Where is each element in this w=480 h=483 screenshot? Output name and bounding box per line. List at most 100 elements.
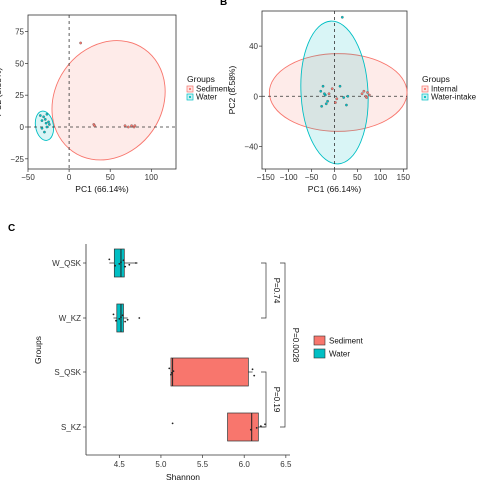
panel-c: C W_QSK W_KZ S_QSK S_KZ 4.5 5.0 5.5 6.0 6.5 Shanno… <box>8 223 364 482</box>
significance-bracket <box>261 371 267 428</box>
x-axis-label: Shannon <box>166 472 200 482</box>
data-point <box>323 92 326 96</box>
x-axis-label: PC1 (66.14%) <box>75 184 129 194</box>
x-tick-label: 6.5 <box>280 460 292 469</box>
data-point <box>362 89 366 93</box>
y-tick-label: W_KZ <box>59 314 81 323</box>
data-point <box>42 115 45 119</box>
y-tick-label: 25 <box>15 91 24 100</box>
panel-label: C <box>8 223 15 234</box>
x-tick-label: 5.5 <box>197 460 209 469</box>
data-point <box>365 96 368 99</box>
legend-title: Groups <box>422 74 450 84</box>
data-point <box>330 87 334 91</box>
data-point <box>345 103 348 107</box>
x-tick-label: 100 <box>374 173 388 182</box>
y-axis-label: PC2 (8.58%) <box>227 66 237 115</box>
data-point <box>320 104 324 108</box>
x-axis-label: PC1 (66.14%) <box>308 184 362 194</box>
x-tick-label: −150 <box>257 173 276 182</box>
x-tick-label: −100 <box>280 173 299 182</box>
box-point <box>120 316 122 318</box>
legend-key <box>313 335 326 346</box>
box-point <box>249 428 252 431</box>
x-tick-label: −50 <box>21 173 35 182</box>
legend-key <box>313 348 326 359</box>
data-point <box>324 102 328 106</box>
box-point <box>112 313 115 316</box>
significance-bracket <box>261 262 267 319</box>
confidence-ellipse-1 <box>268 53 408 132</box>
box-point <box>170 372 173 374</box>
box-point <box>168 367 171 370</box>
x-tick-label: 50 <box>106 173 115 182</box>
y-axis-label: PC2 (8.58%) <box>0 68 3 117</box>
data-point <box>47 120 50 124</box>
box-point <box>135 262 137 264</box>
data-point <box>45 125 49 129</box>
box-iqr <box>116 303 124 333</box>
data-point <box>38 114 42 117</box>
legend-key-dot <box>188 95 192 99</box>
box-point <box>122 259 125 262</box>
y-tick-label: S_QSK <box>54 368 81 377</box>
box-point <box>172 370 175 372</box>
data-point <box>327 92 331 96</box>
x-tick-label: 50 <box>353 173 362 182</box>
y-tick-label: 75 <box>15 28 24 37</box>
y-tick-label: 0 <box>254 92 259 101</box>
legend-label: Internal <box>431 85 458 94</box>
x-tick-label: 0 <box>332 173 337 182</box>
data-point <box>130 124 133 128</box>
data-point <box>334 101 337 104</box>
data-point <box>43 118 47 121</box>
x-tick-label: −50 <box>305 173 319 182</box>
data-point <box>48 123 51 126</box>
box-point <box>114 264 117 267</box>
x-tick-label: 6.0 <box>239 460 251 469</box>
legend-key-dot <box>423 87 427 91</box>
box-point <box>120 261 122 263</box>
plot-frame <box>27 14 177 170</box>
box-point <box>255 427 258 429</box>
y-axis-label: Groups <box>33 336 43 364</box>
data-point <box>335 97 339 101</box>
box-iqr <box>227 412 259 442</box>
data-point <box>79 41 82 45</box>
data-point <box>93 124 96 128</box>
panel-b: B −150 −100 −50 0 50 100 150 −40 0 40 PC1 (66.14%) P… <box>220 0 477 194</box>
box-point <box>121 314 124 317</box>
legend-title: Groups <box>187 74 215 84</box>
p-value-label: P=0.74 <box>272 278 281 304</box>
box-point <box>253 374 256 377</box>
legend-label: Sediment <box>196 85 231 94</box>
box-iqr <box>170 357 249 387</box>
y-tick-label: 50 <box>15 59 24 68</box>
data-point <box>342 96 346 99</box>
legend-key-dot <box>423 95 427 99</box>
legend-label: Water <box>196 93 217 102</box>
data-point <box>123 124 127 128</box>
p-value-label: P=0.0028 <box>291 328 300 363</box>
box-point <box>115 319 117 322</box>
confidence-ellipse-1 <box>51 40 166 161</box>
box-point <box>259 425 262 427</box>
data-point <box>326 99 329 103</box>
data-point <box>340 15 344 19</box>
box-point <box>171 422 174 425</box>
box-point <box>118 263 121 265</box>
data-point <box>45 112 49 116</box>
data-point <box>319 89 323 93</box>
data-point <box>40 119 44 122</box>
box-point <box>124 320 127 323</box>
legend-label: Sediment <box>329 337 364 346</box>
box-point <box>126 318 129 321</box>
box-point <box>124 265 127 268</box>
box-point <box>138 317 141 319</box>
x-tick-label: 4.5 <box>114 460 126 469</box>
box-point <box>170 373 172 376</box>
confidence-ellipse-2 <box>300 20 369 165</box>
legend-label: Water <box>329 350 350 359</box>
data-point <box>321 84 325 88</box>
